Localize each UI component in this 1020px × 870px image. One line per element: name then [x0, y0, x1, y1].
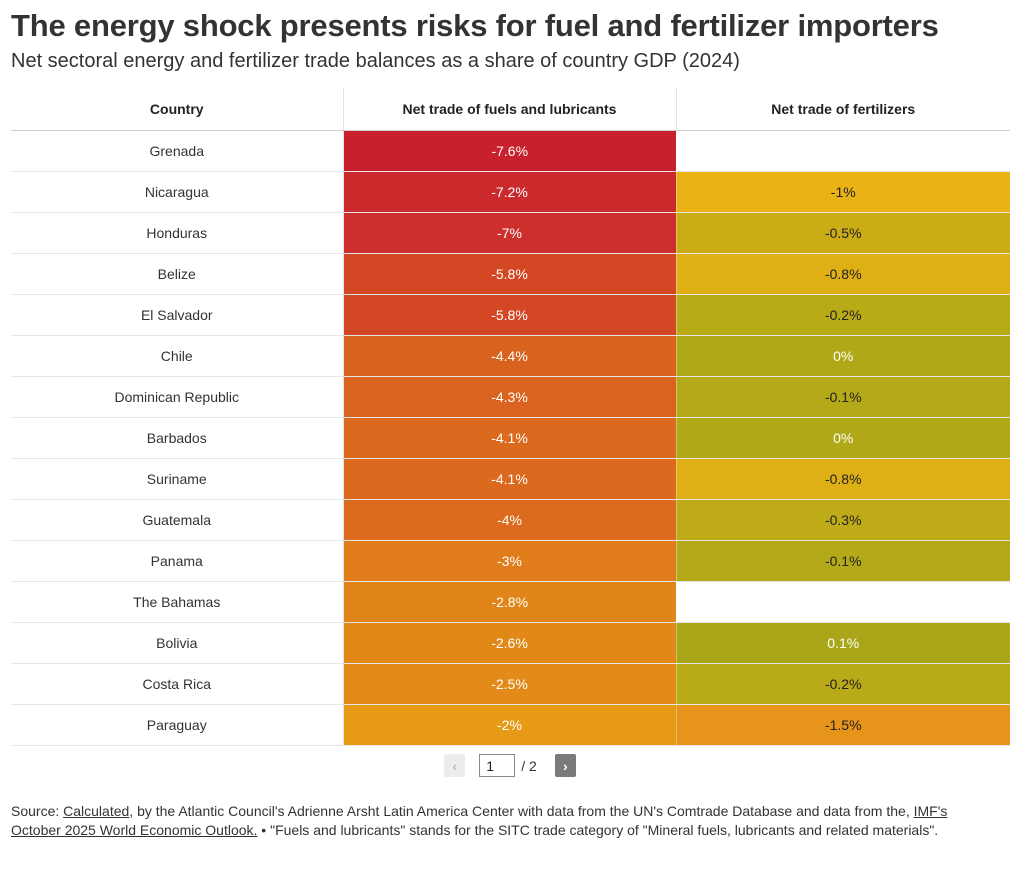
source-label: Source: [11, 803, 64, 819]
next-page-button[interactable]: › [554, 754, 576, 777]
fertilizers-value-cell: -0.1% [675, 376, 1010, 418]
fertilizers-value-cell: -0.8% [675, 458, 1010, 500]
fuels-value-cell: -2.8% [342, 581, 676, 623]
fertilizers-value-cell: -1% [675, 171, 1010, 213]
fuels-value-cell: -2.6% [342, 622, 676, 664]
imf-weo-link[interactable]: IMF's October 2025 World Economic Outloo… [11, 803, 948, 838]
chevron-right-icon: › [562, 757, 568, 774]
country-cell: Barbados [11, 417, 344, 459]
fertilizers-value-cell: -0.3% [675, 499, 1010, 541]
previous-page-button[interactable]: ‹ [444, 754, 466, 777]
fertilizers-value-cell: -0.2% [675, 663, 1010, 705]
table-row: Paraguay -2% -1.5% [11, 704, 1010, 746]
chart-subtitle: Net sectoral energy and fertilizer trade… [11, 50, 740, 72]
country-cell: Panama [11, 540, 344, 582]
country-cell: Chile [11, 335, 344, 377]
pagination: ‹ 1 / 2 › [0, 754, 1020, 777]
fuels-value-cell: -2% [342, 704, 676, 746]
table-row: Bolivia -2.6% 0.1% [11, 622, 1010, 664]
table-row: The Bahamas -2.8% [11, 581, 1010, 623]
page-total: / 2 [521, 757, 537, 774]
fuels-value-cell: -4.3% [342, 376, 676, 418]
source-text: , by the Atlantic Council's Adrienne Ars… [129, 803, 914, 819]
fertilizers-value-cell: -1.5% [675, 704, 1010, 746]
fuels-value-cell: -4% [342, 499, 676, 541]
table-row: Chile -4.4% 0% [11, 335, 1010, 377]
table-row: Guatemala -4% -0.3% [11, 499, 1010, 541]
fertilizers-value-cell: -0.2% [675, 294, 1010, 336]
chevron-left-icon: ‹ [452, 757, 458, 774]
table-row: Suriname -4.1% -0.8% [11, 458, 1010, 500]
table-row: Nicaragua -7.2% -1% [11, 171, 1010, 213]
fertilizers-value-cell [676, 581, 1010, 623]
column-header-fuels[interactable]: Net trade of fuels and lubricants [342, 88, 676, 131]
fuels-value-cell: -5.8% [342, 294, 676, 336]
table-row: Panama -3% -0.1% [11, 540, 1010, 582]
chart-title: The energy shock presents risks for fuel… [11, 8, 939, 43]
fuels-value-cell: -4.1% [342, 458, 676, 500]
fertilizers-value-cell: 0% [675, 417, 1010, 459]
calculated-link[interactable]: Calculated [63, 803, 130, 819]
country-cell: Costa Rica [11, 663, 344, 705]
country-cell: Grenada [11, 130, 344, 172]
table-row: Barbados -4.1% 0% [11, 417, 1010, 459]
page-number-input[interactable]: 1 [479, 754, 516, 777]
definition-note: • "Fuels and lubricants" stands for the … [257, 822, 939, 838]
country-cell: Guatemala [11, 499, 344, 541]
source-note: Source: Calculated, by the Atlantic Coun… [11, 802, 1001, 840]
table-row: Honduras -7% -0.5% [11, 212, 1010, 254]
column-header-country[interactable]: Country [11, 88, 343, 131]
fertilizers-value-cell: 0% [675, 335, 1010, 377]
country-cell: Dominican Republic [11, 376, 344, 418]
table-body: Grenada -7.6% Nicaragua -7.2% -1% Honduras -7%… [11, 130, 1010, 746]
fertilizers-value-cell: -0.8% [675, 253, 1010, 295]
country-cell: Belize [11, 253, 344, 295]
table-row: Belize -5.8% -0.8% [11, 253, 1010, 295]
table-row: Dominican Republic -4.3% -0.1% [11, 376, 1010, 418]
table-row: Grenada -7.6% [11, 130, 1010, 172]
fertilizers-value-cell: -0.5% [675, 212, 1010, 254]
country-cell: Bolivia [11, 622, 344, 664]
fuels-value-cell: -7.6% [342, 130, 676, 172]
table-row: Costa Rica -2.5% -0.2% [11, 663, 1010, 705]
fuels-value-cell: -4.1% [342, 417, 676, 459]
fuels-value-cell: -5.8% [342, 253, 676, 295]
country-cell: Paraguay [11, 704, 344, 746]
column-header-fertilizers[interactable]: Net trade of fertilizers [675, 88, 1010, 131]
table-row: El Salvador -5.8% -0.2% [11, 294, 1010, 336]
data-table-container: Country Net trade of fuels and lubricant… [11, 88, 1010, 746]
data-table: Country Net trade of fuels and lubricant… [11, 88, 1010, 746]
fertilizers-value-cell: -0.1% [675, 540, 1010, 582]
fuels-value-cell: -4.4% [342, 335, 676, 377]
fuels-value-cell: -2.5% [342, 663, 676, 705]
table-header-row: Country Net trade of fuels and lubricant… [11, 88, 1010, 131]
country-cell: Honduras [11, 212, 344, 254]
fuels-value-cell: -3% [342, 540, 676, 582]
fuels-value-cell: -7% [342, 212, 676, 254]
country-cell: El Salvador [11, 294, 344, 336]
country-cell: Nicaragua [11, 171, 344, 213]
country-cell: Suriname [11, 458, 344, 500]
fuels-value-cell: -7.2% [342, 171, 676, 213]
fertilizers-value-cell: 0.1% [675, 622, 1010, 664]
fertilizers-value-cell [676, 130, 1010, 172]
country-cell: The Bahamas [11, 581, 344, 623]
